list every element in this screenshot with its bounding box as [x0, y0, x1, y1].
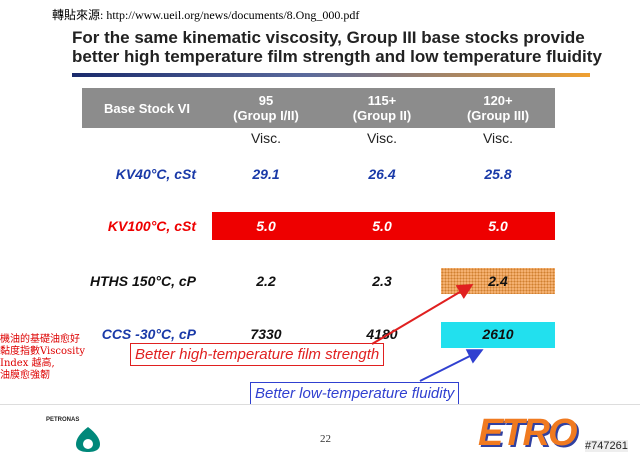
- brand: PETRONAS: [46, 417, 80, 423]
- cell: 7330: [250, 326, 282, 342]
- header-line: (Group III): [466, 108, 530, 123]
- note-line: 黏度指數Viscosity: [0, 346, 85, 357]
- cell: 5.0: [488, 218, 508, 234]
- footer: [0, 404, 640, 455]
- arrow: [371, 283, 474, 345]
- cell: 4180: [366, 326, 398, 342]
- header-cell: Base Stock VI: [104, 101, 190, 116]
- note-line: Index 越高,: [0, 358, 55, 369]
- cell: 25.8: [484, 166, 512, 182]
- table-header: [82, 88, 555, 128]
- header-line: 115+: [367, 93, 397, 108]
- title-rule: [72, 73, 590, 77]
- watermark: #747261: [585, 440, 628, 452]
- header-cell: 120+ (Group III): [458, 93, 538, 123]
- cell: 5.0: [372, 218, 392, 234]
- page-number: 22: [320, 433, 331, 445]
- header-cell: 95 (Group I/II): [226, 93, 306, 123]
- cell: 2610: [482, 326, 514, 342]
- subheader: Visc.: [366, 130, 398, 146]
- header-line: 120+: [483, 93, 513, 108]
- cell: 2.2: [256, 273, 276, 289]
- cell: 5.0: [256, 218, 276, 234]
- row-label: KV100°C, cSt: [107, 218, 196, 234]
- annotation: Better low-temperature fluidity: [250, 382, 460, 405]
- annotation: Better high-temperature film strength: [130, 343, 385, 366]
- row-label: CCS -30°C, cP: [101, 326, 196, 342]
- note-line: 油膜愈強韌: [0, 370, 50, 381]
- header-line: 95: [258, 93, 274, 108]
- title-line: For the same kinematic viscosity, Group …: [72, 28, 585, 47]
- source: 轉貼來源: http://www.ueil.org/news/documents…: [52, 8, 360, 22]
- cell: 2.4: [488, 273, 508, 289]
- cell: 2.3: [372, 273, 392, 289]
- arrow: [419, 349, 484, 382]
- row-label: KV40°C, cSt: [115, 166, 196, 182]
- side-note: 機油的基礎油愈好 黏度指數Viscosity Index 越高, 油膜愈強韌: [0, 334, 85, 382]
- row-label: HTHS 150°C, cP: [90, 273, 196, 289]
- highlight-bar: [212, 212, 555, 240]
- cell: 29.1: [252, 166, 280, 182]
- subheader: Visc.: [482, 130, 514, 146]
- note-line: 機油的基礎油愈好: [0, 334, 80, 345]
- logo: ETRO: [478, 412, 578, 454]
- header-line: (Group I/II): [233, 108, 299, 123]
- header-line: (Group II): [352, 108, 412, 123]
- subheader: Visc.: [250, 130, 282, 146]
- brand-logo: [76, 427, 100, 452]
- highlight-box: [441, 322, 555, 348]
- header-cell: 115+ (Group II): [342, 93, 422, 123]
- cell: 26.4: [368, 166, 396, 182]
- title-line: better high temperature film strength an…: [72, 47, 602, 66]
